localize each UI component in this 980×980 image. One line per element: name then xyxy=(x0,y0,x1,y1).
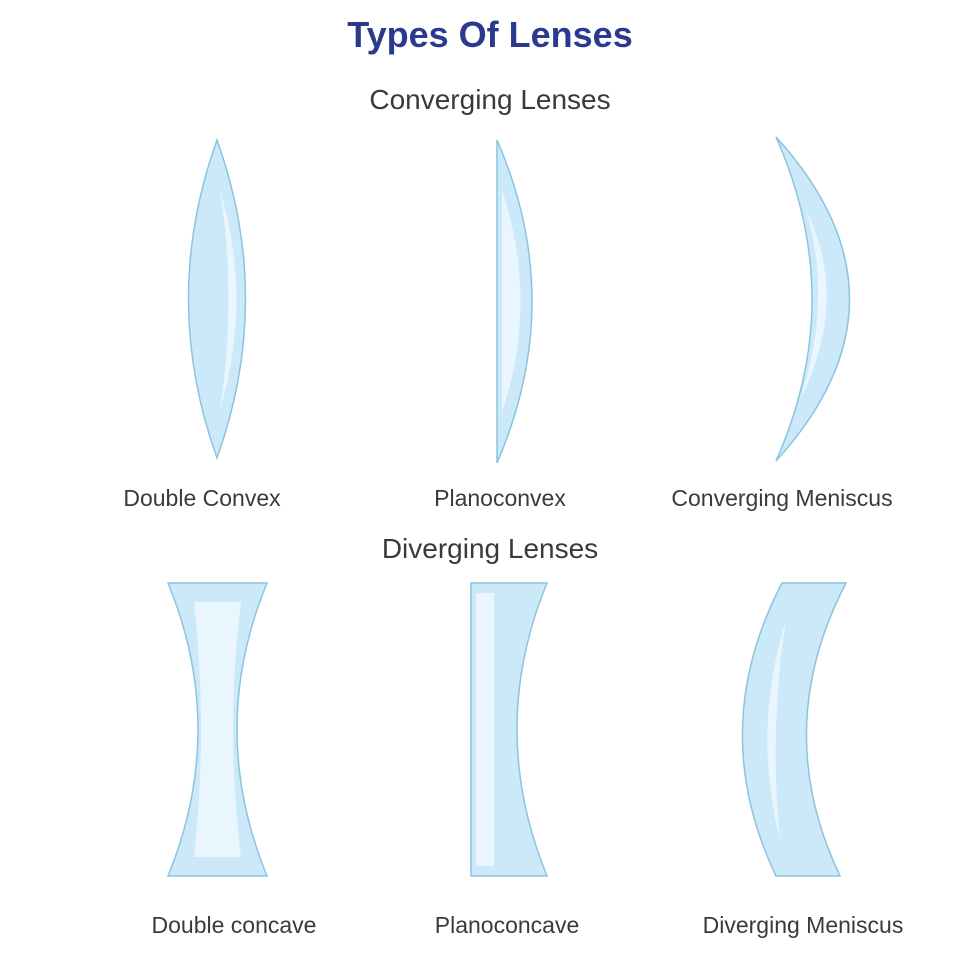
diverging-meniscus-label: Diverging Meniscus xyxy=(702,912,904,938)
double-convex-label: Double Convex xyxy=(123,485,281,511)
double-convex-lens xyxy=(187,137,247,461)
double-concave-label: Double concave xyxy=(151,912,317,938)
diverging-heading: Diverging Lenses xyxy=(381,533,599,564)
double-concave-lens xyxy=(166,582,269,877)
planoconcave-label: Planoconcave xyxy=(434,912,580,938)
planoconcave-lens xyxy=(470,582,549,877)
planoconvex-lens xyxy=(496,139,533,464)
converging-meniscus-lens xyxy=(775,136,851,462)
planoconvex-label: Planoconvex xyxy=(434,485,566,511)
page-title: Types Of Lenses xyxy=(347,14,633,55)
converging-heading: Converging Lenses xyxy=(369,84,611,115)
diverging-meniscus-lens xyxy=(741,582,848,877)
converging-meniscus-label: Converging Meniscus xyxy=(671,485,893,511)
